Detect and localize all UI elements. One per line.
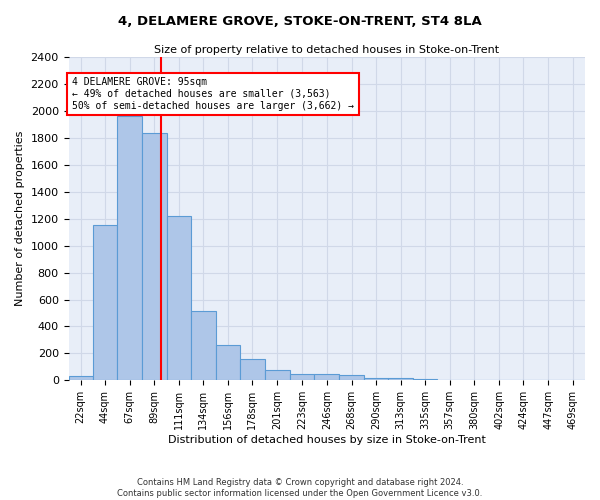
Bar bbox=[142, 132, 167, 380]
Text: 4, DELAMERE GROVE, STOKE-ON-TRENT, ST4 8LA: 4, DELAMERE GROVE, STOKE-ON-TRENT, ST4 8… bbox=[118, 15, 482, 28]
Bar bbox=[191, 311, 216, 380]
Title: Size of property relative to detached houses in Stoke-on-Trent: Size of property relative to detached ho… bbox=[154, 45, 499, 55]
Bar bbox=[265, 370, 290, 380]
Bar bbox=[340, 375, 364, 380]
Bar bbox=[388, 378, 413, 380]
Y-axis label: Number of detached properties: Number of detached properties bbox=[15, 131, 25, 306]
Text: Contains HM Land Registry data © Crown copyright and database right 2024.
Contai: Contains HM Land Registry data © Crown c… bbox=[118, 478, 482, 498]
Bar bbox=[167, 216, 191, 380]
Bar bbox=[290, 374, 314, 380]
Bar bbox=[314, 374, 340, 380]
Bar bbox=[364, 378, 388, 380]
Bar bbox=[93, 226, 117, 380]
Bar bbox=[68, 376, 93, 380]
Bar bbox=[216, 344, 241, 380]
X-axis label: Distribution of detached houses by size in Stoke-on-Trent: Distribution of detached houses by size … bbox=[168, 435, 486, 445]
Bar bbox=[241, 360, 265, 380]
Text: 4 DELAMERE GROVE: 95sqm
← 49% of detached houses are smaller (3,563)
50% of semi: 4 DELAMERE GROVE: 95sqm ← 49% of detache… bbox=[72, 78, 354, 110]
Bar bbox=[413, 379, 437, 380]
Bar bbox=[117, 116, 142, 380]
